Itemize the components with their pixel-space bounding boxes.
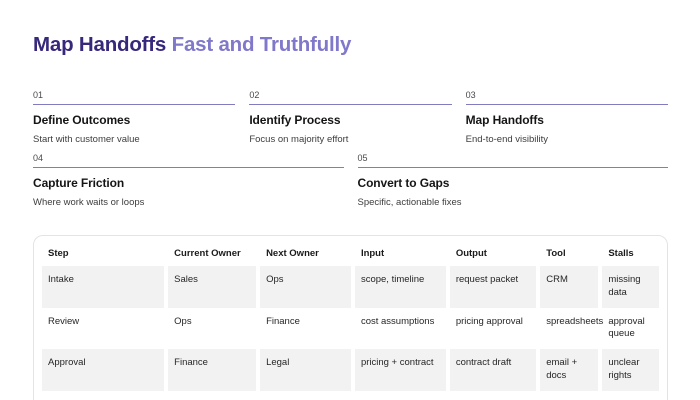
column-header-step: Step bbox=[48, 247, 69, 259]
step-subtitle: Specific, actionable fixes bbox=[357, 197, 462, 209]
steps-row-2: 04 Capture Friction Where work waits or … bbox=[33, 153, 668, 209]
column-header-next-owner: Next Owner bbox=[266, 247, 319, 259]
table-cell: Legal bbox=[168, 391, 256, 400]
table-cell: pricing + contract bbox=[354, 349, 446, 391]
table-cell: unclear rights bbox=[602, 349, 659, 391]
column-header-stalls: Stalls bbox=[608, 247, 634, 259]
table-cell: pricing approval bbox=[455, 315, 523, 327]
step-subtitle: Where work waits or loops bbox=[33, 197, 145, 209]
table-cell: contract draft bbox=[449, 349, 537, 391]
steps-row-1: 01 Define Outcomes Start with customer v… bbox=[33, 90, 668, 146]
table-row-approval: Approval Finance Legal pricing + contract co… bbox=[42, 349, 659, 391]
step-title: Convert to Gaps bbox=[357, 176, 450, 191]
step-card-04: 04 Capture Friction Where work waits or … bbox=[33, 153, 344, 209]
step-number: 01 bbox=[33, 90, 236, 106]
step-title: Map Handoffs bbox=[465, 113, 544, 128]
table-row-review: Review Ops Finance cost assumptions pricing … bbox=[42, 308, 659, 350]
step-title: Define Outcomes bbox=[33, 113, 131, 128]
table-cell: Intake bbox=[42, 265, 165, 308]
step-subtitle: Focus on majority effort bbox=[249, 134, 349, 146]
step-number: 04 bbox=[33, 153, 344, 169]
table-cell: spreadsheets bbox=[546, 315, 604, 327]
page-title-secondary: Fast and Truthfully bbox=[166, 33, 352, 56]
step-card-03: 03 Map Handoffs End-to-end visibility bbox=[465, 90, 668, 146]
table-cell: Approval bbox=[42, 349, 165, 391]
table-body: Intake Sales Ops scope, timeline request pac… bbox=[42, 265, 659, 400]
handoff-table: Step Current Owner Next Owner Input Output To… bbox=[38, 239, 663, 400]
table-cell: cost assumptions bbox=[360, 315, 435, 327]
table-cell: scope, timeline bbox=[354, 265, 446, 308]
page-title-primary: Map Handoffs bbox=[33, 33, 167, 56]
table-cell: kickoff bbox=[450, 391, 536, 400]
table-cell: Ops bbox=[260, 265, 351, 308]
table-cell: Ops bbox=[174, 315, 192, 327]
column-header-output: Output bbox=[455, 247, 487, 259]
table-cell: signed contract bbox=[355, 391, 446, 400]
table-cell: Finance bbox=[266, 315, 300, 327]
column-header-current-owner: Current Owner bbox=[174, 247, 241, 259]
step-card-02: 02 Identify Process Focus on majority ef… bbox=[249, 90, 452, 146]
column-header-tool: Tool bbox=[546, 247, 566, 259]
step-number: 05 bbox=[357, 153, 668, 169]
step-number: 03 bbox=[465, 90, 668, 106]
table-cell: PM tool bbox=[540, 391, 598, 400]
table-cell: approval queue bbox=[608, 315, 645, 340]
table-cell: Delivery bbox=[42, 391, 164, 400]
step-title: Identify Process bbox=[249, 113, 341, 128]
table-cell: missing data bbox=[602, 265, 659, 308]
step-subtitle: End-to-end visibility bbox=[465, 134, 549, 146]
page-title: Map Handoffs Fast and Truthfully bbox=[33, 33, 668, 57]
table-cell: Review bbox=[48, 315, 80, 327]
column-header-input: Input bbox=[360, 247, 385, 259]
step-subtitle: Start with customer value bbox=[33, 134, 140, 146]
step-number: 02 bbox=[249, 90, 452, 106]
table-cell: Delivery team bbox=[260, 391, 351, 400]
table-cell: Legal bbox=[260, 349, 351, 391]
handoff-table-container: Step Current Owner Next Owner Input Output To… bbox=[33, 234, 668, 400]
table-cell: Finance bbox=[168, 349, 257, 391]
table-cell: Sales bbox=[168, 265, 257, 308]
table-row-intake: Intake Sales Ops scope, timeline request pac… bbox=[42, 265, 659, 308]
step-title: Capture Friction bbox=[33, 176, 125, 191]
table-cell: CRM bbox=[540, 265, 599, 308]
step-card-05: 05 Convert to Gaps Specific, actionable … bbox=[357, 153, 668, 209]
table-cell: email + docs bbox=[540, 349, 599, 391]
table-cell: context loss bbox=[602, 391, 659, 400]
table-row-delivery: Delivery Legal Delivery team signed contrac… bbox=[42, 391, 659, 400]
table-cell: request packet bbox=[449, 265, 537, 308]
step-card-01: 01 Define Outcomes Start with customer v… bbox=[33, 90, 236, 146]
table-header-row: Step Current Owner Next Owner Input Output To… bbox=[42, 239, 659, 266]
